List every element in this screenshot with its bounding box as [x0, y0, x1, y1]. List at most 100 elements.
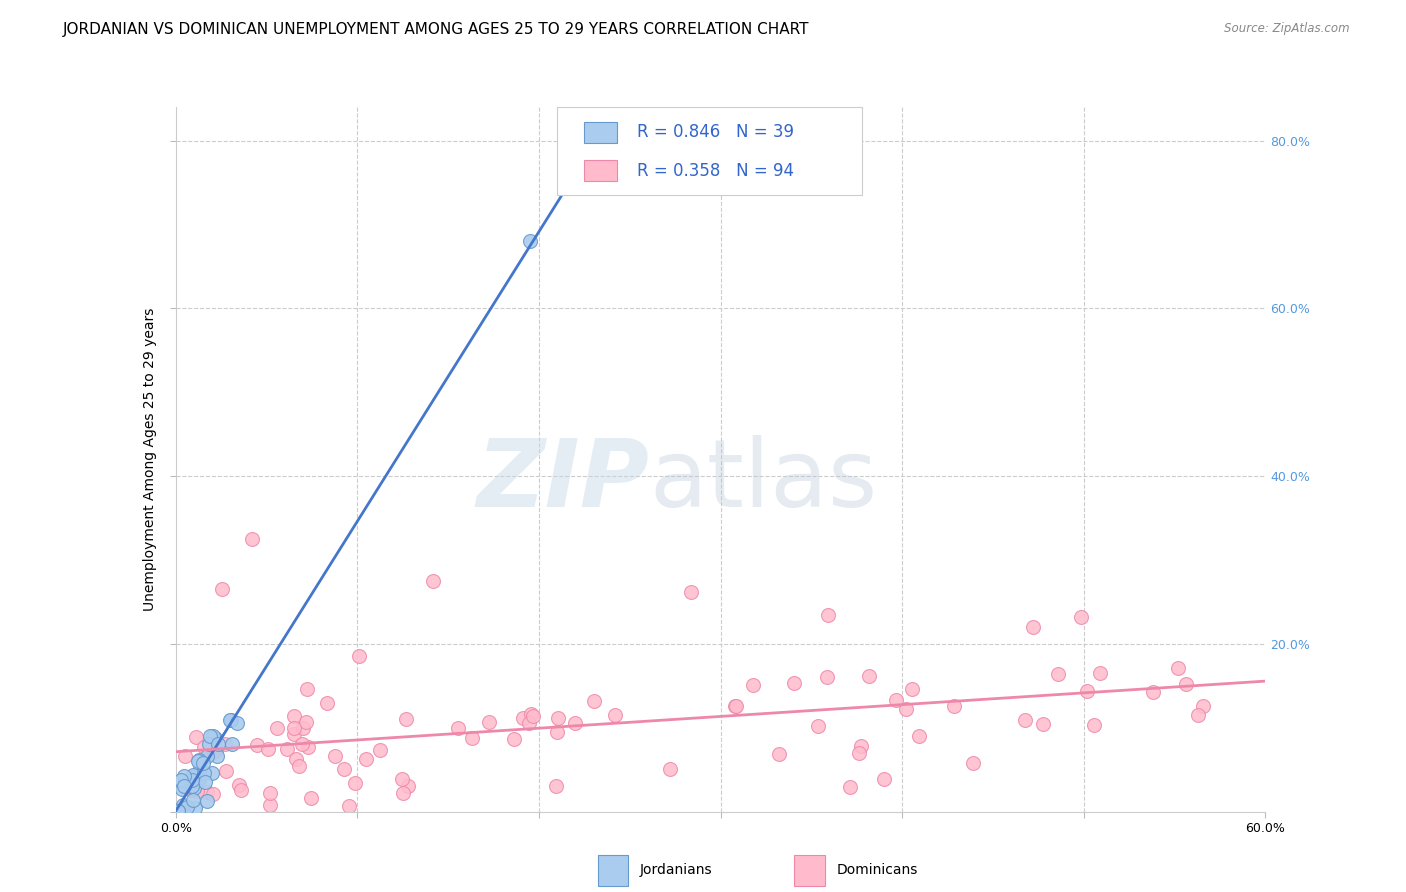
Point: [225, 716, 247, 731]
Point: [392, 786, 415, 800]
Point: [858, 669, 880, 683]
Point: [962, 756, 984, 771]
Point: [240, 532, 263, 546]
Point: [1083, 718, 1105, 732]
Point: [197, 738, 219, 752]
Point: [290, 737, 312, 751]
Point: [1088, 666, 1111, 681]
Point: [205, 749, 228, 764]
Point: [283, 709, 305, 723]
Text: Jordanians: Jordanians: [640, 863, 713, 877]
Text: Dominicans: Dominicans: [837, 863, 918, 877]
Point: [197, 748, 219, 763]
Point: [211, 582, 233, 597]
Point: [894, 702, 917, 716]
Point: [323, 749, 346, 764]
Point: [183, 781, 205, 796]
Point: [503, 731, 526, 746]
Point: [681, 584, 703, 599]
Point: [204, 731, 226, 745]
Point: [292, 722, 315, 736]
Point: [1070, 610, 1092, 624]
Point: [181, 768, 204, 782]
Point: [547, 710, 569, 724]
Point: [202, 746, 225, 760]
Point: [190, 762, 212, 776]
Point: [284, 752, 307, 766]
Point: [201, 766, 224, 780]
Point: [768, 747, 790, 761]
Point: [517, 715, 540, 730]
Point: [194, 775, 217, 789]
Point: [187, 754, 209, 768]
Point: [942, 698, 965, 713]
Point: [198, 729, 221, 743]
Point: [195, 785, 218, 799]
Point: [815, 670, 838, 684]
Point: [659, 762, 682, 776]
Point: [849, 739, 872, 753]
Point: [848, 746, 870, 760]
Point: [205, 743, 228, 757]
Point: [276, 742, 298, 756]
Point: [1187, 708, 1209, 723]
Point: [1175, 677, 1198, 691]
Point: [564, 715, 586, 730]
Point: [512, 711, 534, 725]
Point: [174, 801, 197, 815]
Point: [396, 779, 419, 793]
Point: [333, 762, 356, 776]
Point: [295, 682, 318, 697]
Point: [873, 772, 896, 786]
Point: [259, 786, 281, 800]
Point: [172, 782, 194, 797]
Point: [1047, 666, 1070, 681]
FancyBboxPatch shape: [557, 107, 862, 195]
Point: [337, 799, 360, 814]
Point: [187, 772, 209, 786]
Point: [605, 708, 627, 723]
Point: [166, 804, 188, 818]
Point: [169, 804, 191, 818]
Point: [172, 798, 194, 813]
Point: [807, 719, 830, 733]
Point: [724, 699, 747, 714]
Point: [173, 748, 195, 763]
Point: [181, 782, 204, 797]
Text: JORDANIAN VS DOMINICAN UNEMPLOYMENT AMONG AGES 25 TO 29 YEARS CORRELATION CHART: JORDANIAN VS DOMINICAN UNEMPLOYMENT AMON…: [63, 22, 810, 37]
Point: [478, 715, 501, 730]
Point: [173, 779, 195, 793]
Point: [183, 769, 205, 783]
Point: [257, 742, 280, 756]
Point: [1014, 713, 1036, 727]
Point: [283, 727, 305, 741]
Point: [228, 778, 250, 792]
Point: [297, 739, 319, 754]
Point: [299, 790, 322, 805]
Point: [181, 780, 204, 794]
Point: [229, 782, 252, 797]
Point: [520, 707, 543, 722]
Point: [295, 714, 318, 729]
Point: [368, 743, 391, 757]
Point: [201, 729, 224, 743]
Point: [724, 699, 747, 714]
Point: [170, 772, 193, 787]
Point: [193, 766, 215, 780]
Point: [391, 772, 413, 786]
Point: [195, 794, 218, 808]
Y-axis label: Unemployment Among Ages 25 to 29 years: Unemployment Among Ages 25 to 29 years: [143, 308, 157, 611]
Point: [214, 737, 236, 751]
Point: [166, 804, 188, 818]
FancyBboxPatch shape: [585, 122, 617, 143]
Point: [221, 737, 243, 751]
Text: R = 0.846   N = 39: R = 0.846 N = 39: [637, 123, 793, 142]
Point: [202, 787, 225, 801]
Point: [522, 709, 544, 723]
Point: [347, 649, 370, 664]
Text: Source: ZipAtlas.com: Source: ZipAtlas.com: [1225, 22, 1350, 36]
Text: atlas: atlas: [650, 434, 877, 526]
Point: [218, 713, 240, 727]
Point: [187, 753, 209, 767]
Point: [1142, 685, 1164, 699]
